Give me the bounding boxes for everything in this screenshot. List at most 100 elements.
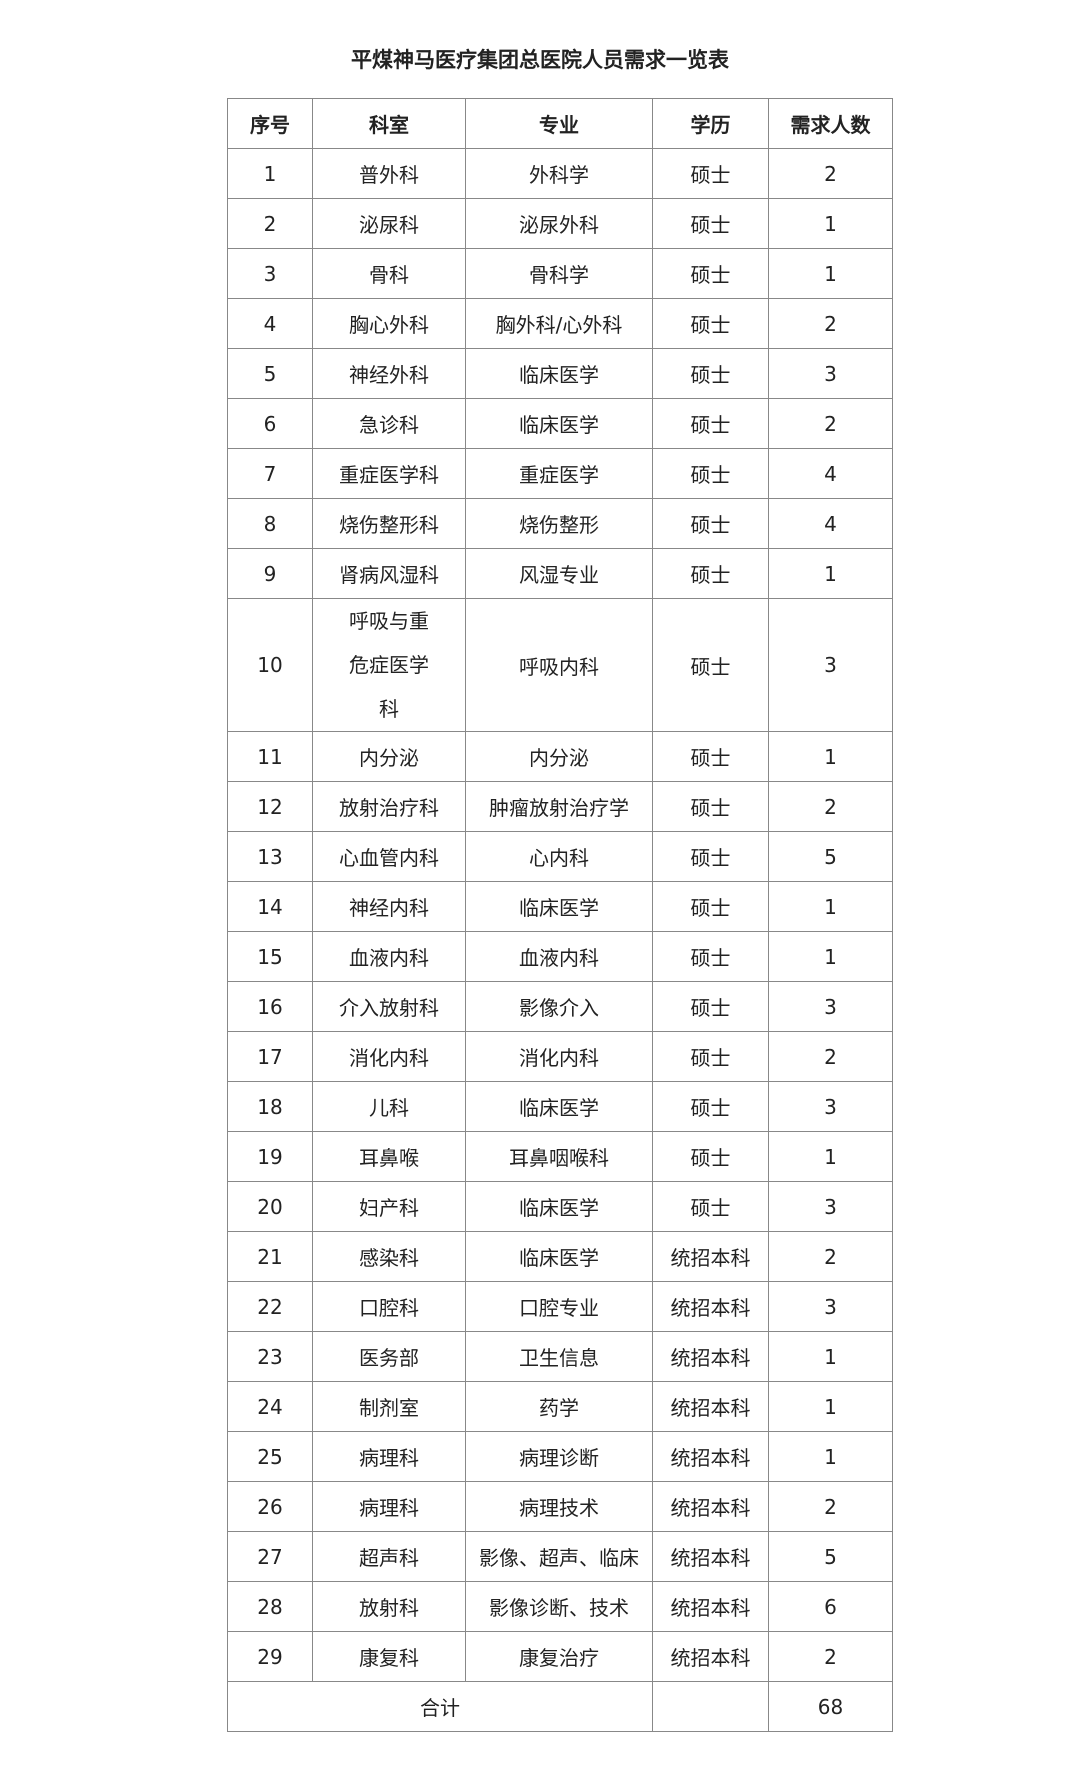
row-count: 1 bbox=[768, 1331, 893, 1382]
row-major: 血液内科 bbox=[465, 931, 653, 982]
row-index: 4 bbox=[227, 298, 313, 349]
table-row: 11 内分泌 内分泌 硕士 1 bbox=[227, 731, 893, 782]
row-major: 风湿专业 bbox=[465, 548, 653, 599]
total-count: 68 bbox=[768, 1681, 893, 1732]
row-major: 重症医学 bbox=[465, 448, 653, 499]
row-department: 病理科 bbox=[312, 1481, 466, 1532]
row-index: 9 bbox=[227, 548, 313, 599]
row-major: 烧伤整形 bbox=[465, 498, 653, 549]
row-index: 15 bbox=[227, 931, 313, 982]
row-education: 硕士 bbox=[652, 548, 769, 599]
row-department: 烧伤整形科 bbox=[312, 498, 466, 549]
row-index: 11 bbox=[227, 731, 313, 782]
row-index: 29 bbox=[227, 1631, 313, 1682]
row-count: 2 bbox=[768, 781, 893, 832]
row-count: 2 bbox=[768, 1481, 893, 1532]
row-count: 2 bbox=[768, 1631, 893, 1682]
row-count: 1 bbox=[768, 881, 893, 932]
row-index: 7 bbox=[227, 448, 313, 499]
row-count: 1 bbox=[768, 548, 893, 599]
row-index: 8 bbox=[227, 498, 313, 549]
row-index: 27 bbox=[227, 1531, 313, 1582]
table-row: 14 神经内科 临床医学 硕士 1 bbox=[227, 881, 893, 932]
row-major: 影像诊断、技术 bbox=[465, 1581, 653, 1632]
header-count: 需求人数 bbox=[768, 98, 893, 149]
row-department: 儿科 bbox=[312, 1081, 466, 1132]
row-count: 4 bbox=[768, 498, 893, 549]
row-count: 3 bbox=[768, 1081, 893, 1132]
table-row: 29 康复科 康复治疗 统招本科 2 bbox=[227, 1631, 893, 1682]
row-count: 3 bbox=[768, 1281, 893, 1332]
row-education: 统招本科 bbox=[652, 1481, 769, 1532]
header-index: 序号 bbox=[227, 98, 313, 149]
row-major: 泌尿外科 bbox=[465, 198, 653, 249]
row-education: 硕士 bbox=[652, 931, 769, 982]
row-major: 呼吸内科 bbox=[465, 598, 653, 732]
row-department: 介入放射科 bbox=[312, 981, 466, 1032]
row-department: 医务部 bbox=[312, 1331, 466, 1382]
row-index: 17 bbox=[227, 1031, 313, 1082]
row-major: 肿瘤放射治疗学 bbox=[465, 781, 653, 832]
row-education: 硕士 bbox=[652, 198, 769, 249]
row-department: 制剂室 bbox=[312, 1381, 466, 1432]
row-department: 妇产科 bbox=[312, 1181, 466, 1232]
table-row: 8 烧伤整形科 烧伤整形 硕士 4 bbox=[227, 498, 893, 549]
row-department: 耳鼻喉 bbox=[312, 1131, 466, 1182]
row-index: 28 bbox=[227, 1581, 313, 1632]
row-count: 1 bbox=[768, 931, 893, 982]
row-department: 肾病风湿科 bbox=[312, 548, 466, 599]
row-department: 放射科 bbox=[312, 1581, 466, 1632]
row-count: 2 bbox=[768, 148, 893, 199]
row-major: 外科学 bbox=[465, 148, 653, 199]
row-education: 统招本科 bbox=[652, 1331, 769, 1382]
row-department: 普外科 bbox=[312, 148, 466, 199]
row-department: 呼吸与重危症医学科 bbox=[312, 598, 466, 732]
row-education: 硕士 bbox=[652, 781, 769, 832]
row-major: 口腔专业 bbox=[465, 1281, 653, 1332]
row-index: 3 bbox=[227, 248, 313, 299]
row-department: 神经内科 bbox=[312, 881, 466, 932]
row-major: 病理诊断 bbox=[465, 1431, 653, 1482]
row-education: 硕士 bbox=[652, 348, 769, 399]
row-major: 影像介入 bbox=[465, 981, 653, 1032]
row-index: 23 bbox=[227, 1331, 313, 1382]
row-major: 药学 bbox=[465, 1381, 653, 1432]
row-education: 硕士 bbox=[652, 881, 769, 932]
row-index: 10 bbox=[227, 598, 313, 732]
row-education: 硕士 bbox=[652, 1081, 769, 1132]
row-count: 1 bbox=[768, 1431, 893, 1482]
table-row: 27 超声科 影像、超声、临床 统招本科 5 bbox=[227, 1531, 893, 1582]
table-row: 21 感染科 临床医学 统招本科 2 bbox=[227, 1231, 893, 1282]
total-label: 合计 bbox=[227, 1681, 653, 1732]
table-row: 1 普外科 外科学 硕士 2 bbox=[227, 148, 893, 199]
table-row: 13 心血管内科 心内科 硕士 5 bbox=[227, 831, 893, 882]
table-row: 6 急诊科 临床医学 硕士 2 bbox=[227, 398, 893, 449]
row-major: 病理技术 bbox=[465, 1481, 653, 1532]
row-department: 心血管内科 bbox=[312, 831, 466, 882]
row-education: 硕士 bbox=[652, 298, 769, 349]
table-row: 25 病理科 病理诊断 统招本科 1 bbox=[227, 1431, 893, 1482]
total-row: 合计 68 bbox=[227, 1681, 893, 1732]
row-index: 2 bbox=[227, 198, 313, 249]
row-index: 20 bbox=[227, 1181, 313, 1232]
header-department: 科室 bbox=[312, 98, 466, 149]
row-education: 统招本科 bbox=[652, 1431, 769, 1482]
row-education: 硕士 bbox=[652, 598, 769, 732]
row-department: 胸心外科 bbox=[312, 298, 466, 349]
row-index: 18 bbox=[227, 1081, 313, 1132]
header-row: 序号 科室 专业 学历 需求人数 bbox=[227, 98, 893, 149]
row-department: 口腔科 bbox=[312, 1281, 466, 1332]
row-department: 骨科 bbox=[312, 248, 466, 299]
total-education bbox=[652, 1681, 769, 1732]
row-index: 19 bbox=[227, 1131, 313, 1182]
row-count: 1 bbox=[768, 731, 893, 782]
row-department: 急诊科 bbox=[312, 398, 466, 449]
row-major: 临床医学 bbox=[465, 1181, 653, 1232]
row-education: 硕士 bbox=[652, 398, 769, 449]
row-major: 内分泌 bbox=[465, 731, 653, 782]
table-row: 3 骨科 骨科学 硕士 1 bbox=[227, 248, 893, 299]
row-education: 硕士 bbox=[652, 1031, 769, 1082]
row-department: 超声科 bbox=[312, 1531, 466, 1582]
row-major: 心内科 bbox=[465, 831, 653, 882]
row-index: 14 bbox=[227, 881, 313, 932]
